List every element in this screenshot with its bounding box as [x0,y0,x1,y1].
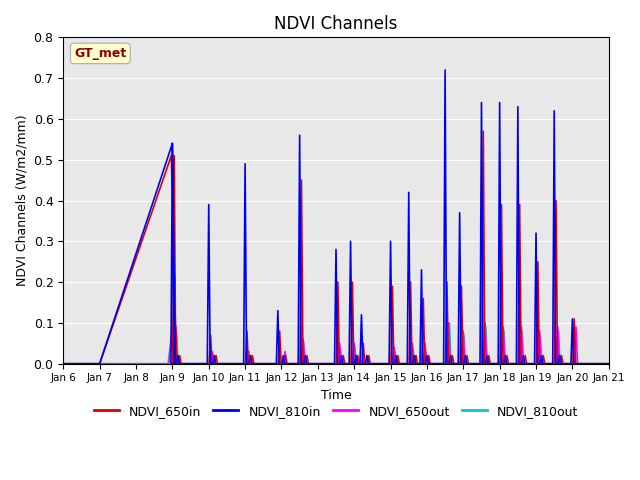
Y-axis label: NDVI Channels (W/m2/mm): NDVI Channels (W/m2/mm) [15,115,28,287]
Legend: NDVI_650in, NDVI_810in, NDVI_650out, NDVI_810out: NDVI_650in, NDVI_810in, NDVI_650out, NDV… [88,400,584,423]
X-axis label: Time: Time [321,389,351,402]
Title: NDVI Channels: NDVI Channels [275,15,397,33]
Text: GT_met: GT_met [74,47,127,60]
